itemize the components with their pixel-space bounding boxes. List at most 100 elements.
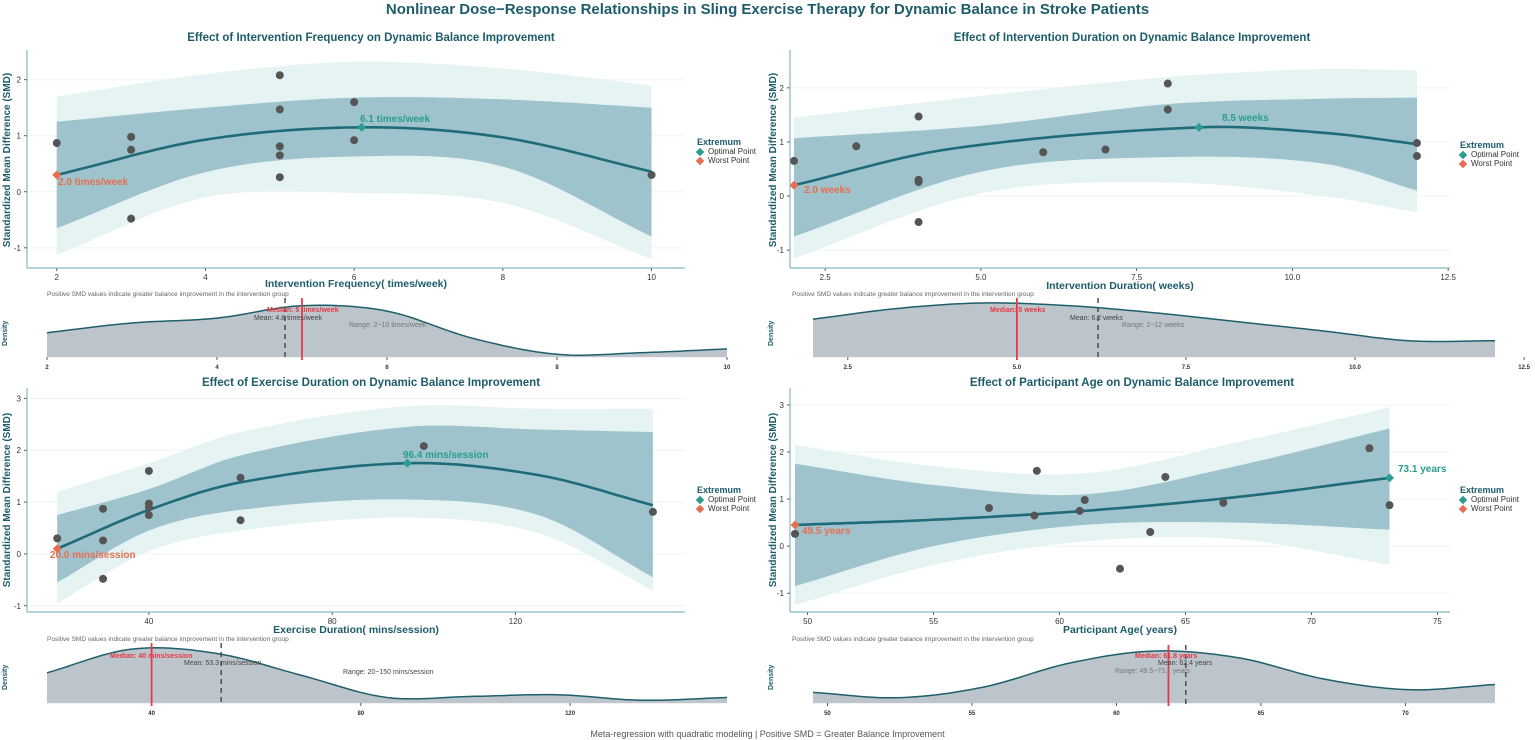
y-axis-label: Standardized Mean Difference (SMD)	[768, 412, 779, 588]
legend-item-worst: Worst Point	[695, 156, 756, 165]
density-label: Density	[768, 664, 775, 690]
worst-label: 20.0 mins/session	[50, 550, 136, 561]
x-tick-label: 12.5	[1440, 273, 1456, 282]
data-point	[1163, 105, 1172, 114]
y-tick-label: 0	[17, 550, 22, 559]
data-point	[791, 529, 800, 538]
median-label: Median: 5 times/week	[267, 307, 339, 314]
legend-title: Extremum	[697, 137, 742, 147]
diamond-icon	[1458, 495, 1468, 504]
x-tick-label: 60	[1055, 617, 1064, 626]
density-area	[813, 302, 1495, 357]
panel-title-frequency: Effect of Intervention Frequency on Dyna…	[187, 32, 555, 44]
data-point	[419, 442, 428, 451]
range-label: Range: 2−12 weeks	[1122, 322, 1185, 329]
density-line	[46, 304, 728, 356]
x-tick-label: 4	[203, 273, 208, 282]
density-x-tick-label: 2.5	[844, 365, 853, 371]
inner-confidence-band	[794, 97, 1417, 237]
legend-label: Worst Point	[1471, 159, 1513, 168]
density-line	[46, 647, 728, 702]
data-point	[52, 139, 61, 148]
data-point	[350, 136, 359, 145]
note: Positive SMD values indicate greater bal…	[47, 636, 289, 643]
density-x-tick-label: 55	[969, 711, 976, 717]
legend-label: Worst Point	[1471, 504, 1513, 513]
data-point	[1075, 506, 1084, 515]
density-label: Density	[2, 320, 9, 346]
y-tick-label: 2	[780, 84, 785, 93]
density-x-tick-label: 80	[358, 711, 365, 717]
legend-item-optimal: Optimal Point	[1458, 150, 1520, 159]
data-point	[1032, 466, 1041, 475]
density-area	[47, 305, 727, 357]
y-tick-label: 1	[17, 498, 22, 507]
data-point	[99, 504, 108, 513]
y-tick-label: 0	[17, 188, 22, 197]
fitted-curve	[794, 476, 1390, 527]
legend: Extremum Optimal Point Worst Point	[695, 137, 757, 165]
x-tick-label: 10.0	[1285, 273, 1301, 282]
data-point	[350, 98, 359, 107]
density-x-tick-label: 12.5	[1518, 365, 1530, 371]
density-area	[47, 647, 727, 703]
x-tick-label: 65	[1181, 617, 1190, 626]
mean-label: Mean: 4.8 times/week	[254, 315, 323, 322]
data-point	[852, 142, 861, 151]
density-x-tick-label: 65	[1258, 711, 1265, 717]
data-point	[275, 71, 284, 80]
x-axis-label: Intervention Frequency( times/week)	[264, 278, 448, 290]
diamond-icon	[1458, 159, 1468, 168]
data-point	[99, 574, 108, 583]
density-label: Density	[768, 320, 775, 346]
density-line	[812, 302, 1495, 343]
panel-title-age: Effect of Participant Age on Dynamic Bal…	[969, 377, 1295, 389]
legend-title: Extremum	[1460, 140, 1505, 150]
data-point	[1101, 145, 1110, 154]
data-point	[914, 218, 923, 227]
note: Positive SMD values indicate greater bal…	[792, 291, 1034, 298]
legend-label: Optimal Point	[1471, 150, 1520, 159]
data-point	[53, 534, 62, 543]
worst-point-marker	[789, 180, 799, 190]
median-label: Median: 5 weeks	[990, 307, 1046, 314]
inner-confidence-band	[57, 425, 653, 583]
optimal-point-marker	[357, 122, 367, 132]
data-point	[236, 473, 245, 482]
legend-item-worst: Worst Point	[1458, 504, 1519, 513]
diamond-icon	[695, 147, 705, 156]
y-axis-label: Standardized Mean Difference (SMD)	[2, 412, 13, 588]
optimal-label: 8.5 weeks	[1222, 113, 1269, 124]
density-x-tick-label: 10.0	[1349, 365, 1361, 371]
panel-2: -1 0 1 2 2.5 5.0 7.5 10.0 12.5 2.5 5.0 7.5 10.0 12.5	[777, 50, 1531, 371]
fitted-curve	[56, 461, 654, 550]
density-area	[813, 650, 1495, 703]
density-x-tick-label: 5.0	[1013, 365, 1022, 371]
data-point	[1412, 152, 1421, 161]
optimal-point-marker	[1194, 122, 1204, 132]
data-point	[144, 503, 153, 512]
x-tick-label: 55	[929, 617, 938, 626]
legend: Extremum Optimal Point Worst Point	[1458, 140, 1520, 168]
legend-label: Optimal Point	[708, 147, 757, 156]
optimal-point-marker	[402, 458, 412, 468]
y-tick-label: 0	[780, 192, 785, 201]
data-point	[1365, 444, 1374, 453]
panel-title-duration: Effect of Intervention Duration on Dynam…	[953, 32, 1311, 44]
panel-4: -1 0 1 2 3 50 55 60 65 70 75 50 55 60 65 70	[777, 388, 1496, 717]
density-x-tick-label: 10	[724, 365, 731, 371]
footer-caption: Meta-regression with quadratic modeling …	[590, 729, 945, 739]
panel-title-exercise: Effect of Exercise Duration on Dynamic B…	[201, 377, 541, 389]
x-tick-label: 2	[55, 273, 60, 282]
legend-title: Extremum	[1460, 485, 1505, 495]
data-point	[127, 132, 136, 141]
y-tick-label: 2	[780, 448, 785, 457]
density-x-tick-label: 40	[148, 711, 155, 717]
density-x-tick-label: 6	[385, 365, 389, 371]
diamond-icon	[695, 495, 705, 504]
y-tick-label: -1	[777, 589, 785, 598]
legend-item-optimal: Optimal Point	[695, 495, 756, 504]
data-point	[1030, 511, 1039, 520]
data-point	[1163, 79, 1172, 88]
